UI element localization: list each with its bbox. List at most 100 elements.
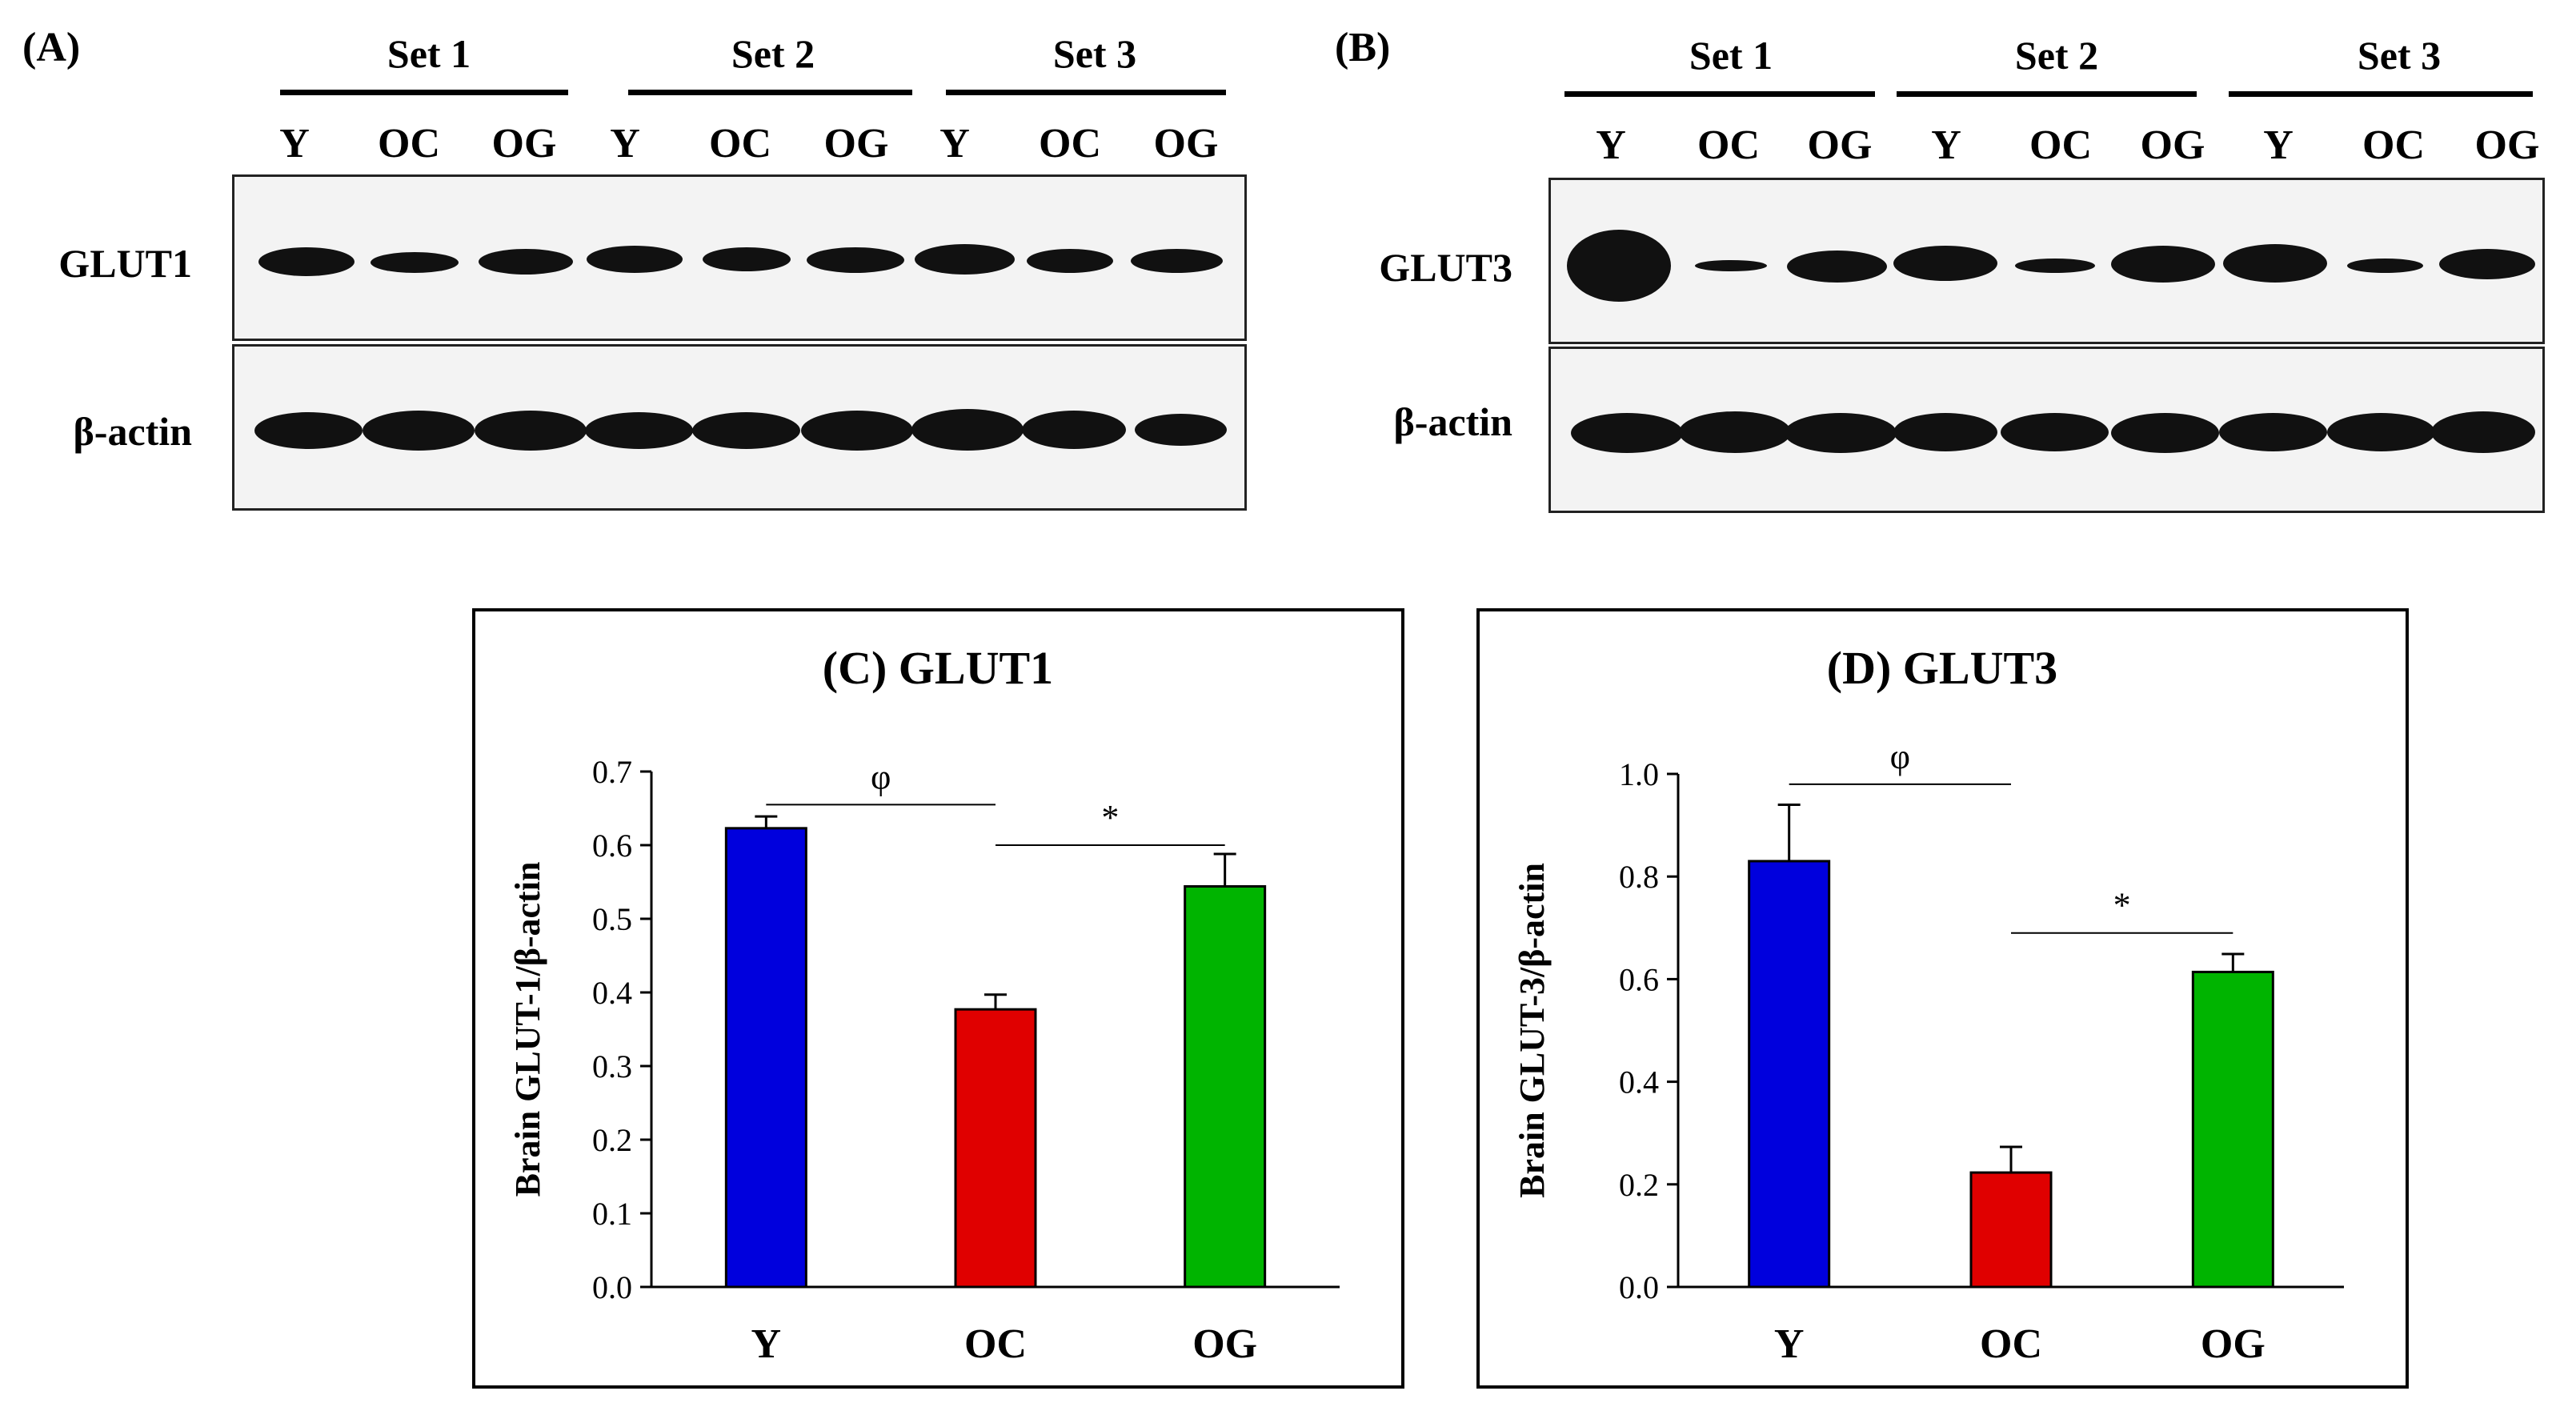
band [1787, 251, 1887, 283]
blot-a-row-1-label: GLUT1 [58, 241, 192, 286]
blot-a-lane-5: OC [709, 121, 771, 166]
band [2001, 413, 2109, 451]
band [2111, 413, 2219, 453]
blot-b-row-1-membrane [1548, 178, 2545, 344]
band [1893, 413, 1997, 451]
blot-a-set-2-line [628, 90, 912, 95]
band [1022, 411, 1126, 449]
chart-d-xtick-label: OG [2201, 1321, 2266, 1367]
band [1567, 230, 1671, 302]
blot-b-lane-8: OC [2362, 122, 2425, 168]
blot-b-lane-7: Y [2263, 122, 2294, 168]
band [807, 247, 904, 273]
chart-d-ytick-label: 0.4 [1619, 1064, 1659, 1100]
band [911, 409, 1024, 451]
chart-c-ytick-label: 0.5 [592, 901, 632, 937]
band [1679, 411, 1791, 453]
band [2223, 244, 2327, 283]
blot-b-lane-9: OG [2474, 122, 2540, 168]
blot-a-row-2-label: β-actin [73, 409, 192, 454]
chart-c-ytick-label: 0.7 [592, 754, 632, 790]
chart-c-sig-symbol-1: φ [871, 757, 891, 796]
band [363, 411, 475, 451]
blot-b-set-1-line [1564, 91, 1875, 97]
chart-c-bar-y [724, 827, 807, 1289]
chart-c-ytick-label: 0.2 [592, 1122, 632, 1158]
blot-b-lane-1: Y [1596, 122, 1626, 168]
chart-d-bar-og [2191, 970, 2274, 1289]
chart-c-frame: (C) GLUT1 Brain GLUT-1/β-actin 0.0 0.1 0.2 0.… [472, 608, 1404, 1389]
blot-b-lane-3: OG [1807, 122, 1873, 168]
chart-d-sig-symbol-2: * [2113, 886, 2131, 925]
chart-c-ytick-label: 0.0 [592, 1269, 632, 1305]
chart-c-title: (C) GLUT1 [823, 642, 1053, 694]
blot-b-set-3-line [2229, 91, 2533, 97]
band [692, 412, 800, 449]
band [703, 247, 791, 271]
chart-d-bar-y [1748, 860, 1831, 1289]
band [1131, 249, 1223, 273]
chart-c-glut1: (C) GLUT1 Brain GLUT-1/β-actin 0.0 0.1 0.2 0.… [508, 642, 1340, 1367]
blot-b-lane-4: Y [1931, 122, 1961, 168]
chart-c-ytick-label: 0.1 [592, 1196, 632, 1232]
blot-a-set-1-line [280, 90, 568, 95]
band [1893, 246, 1997, 281]
blot-b-set-2-line [1897, 91, 2197, 97]
chart-d-ytick-label: 0.6 [1619, 961, 1659, 997]
chart-d-ytick-label: 1.0 [1619, 756, 1659, 792]
blot-b-lane-5: OC [2029, 122, 2092, 168]
chart-d-sig-symbol-1: φ [1890, 737, 1910, 776]
band [475, 411, 587, 451]
blot-b-set-3-label: Set 3 [2357, 33, 2442, 78]
band [2347, 259, 2423, 273]
chart-c-sig-symbol-2: * [1101, 798, 1119, 837]
band [915, 244, 1015, 275]
chart-d-xtick-label: OC [1980, 1321, 2042, 1367]
chart-c-xtick-label: OC [964, 1321, 1027, 1367]
blot-a-set-2-label: Set 2 [731, 31, 815, 76]
band [587, 246, 683, 273]
blot-b-row-1-label: GLUT3 [1379, 245, 1512, 290]
chart-d-bar-oc [1969, 1171, 2053, 1289]
blot-a-row-2-membrane [232, 344, 1247, 511]
band [258, 247, 355, 276]
band [479, 249, 573, 275]
chart-c-ylabel: Brain GLUT-1/β-actin [508, 862, 547, 1197]
blot-a-lane-3: OG [491, 121, 557, 166]
blot-b-set-1-label: Set 1 [1689, 33, 1773, 78]
blot-a-lane-8: OC [1039, 121, 1101, 166]
blot-b-row-2-membrane [1548, 347, 2545, 513]
chart-d-ytick-label: 0.2 [1619, 1167, 1659, 1203]
chart-d-xtick-label: Y [1774, 1321, 1805, 1367]
panel-a-label: (A) [22, 25, 81, 70]
band [801, 411, 913, 451]
panel-b-label: (B) [1335, 25, 1391, 70]
blot-b-lane-6: OG [2140, 122, 2205, 168]
chart-c-ytick-label: 0.6 [592, 828, 632, 864]
chart-d-ytick-label: 0.8 [1619, 859, 1659, 895]
blot-a-set-1-label: Set 1 [387, 31, 471, 76]
blot-b-set-2-label: Set 2 [2014, 33, 2099, 78]
band [2015, 259, 2095, 273]
blot-a-lane-1: Y [279, 121, 310, 166]
blot-a-lane-4: Y [610, 121, 640, 166]
band [2219, 413, 2327, 451]
chart-c-bar-og [1184, 885, 1267, 1289]
blot-b-lane-2: OC [1697, 122, 1760, 168]
band [254, 412, 363, 449]
band [2431, 411, 2535, 453]
blot-a-lane-2: OC [378, 121, 440, 166]
chart-d-frame: (D) GLUT3 Brain GLUT-3/β-actin 0.0 0.2 0.4 0.… [1476, 608, 2409, 1389]
band [2111, 246, 2215, 283]
band [371, 252, 459, 273]
blot-a-set-3-line [946, 90, 1226, 95]
chart-c-xtick-label: OG [1192, 1321, 1257, 1367]
chart-d-glut3: (D) GLUT3 Brain GLUT-3/β-actin 0.0 0.2 0.4 0.… [1512, 642, 2344, 1367]
chart-d-title: (D) GLUT3 [1827, 642, 2057, 694]
chart-c-ytick-label: 0.3 [592, 1048, 632, 1084]
blot-a-row-1-membrane [232, 174, 1247, 341]
chart-c-ytick-label: 0.4 [592, 975, 632, 1011]
chart-d-ytick-label: 0.0 [1619, 1269, 1659, 1305]
band [1785, 413, 1897, 453]
blot-a-lane-9: OG [1153, 121, 1219, 166]
